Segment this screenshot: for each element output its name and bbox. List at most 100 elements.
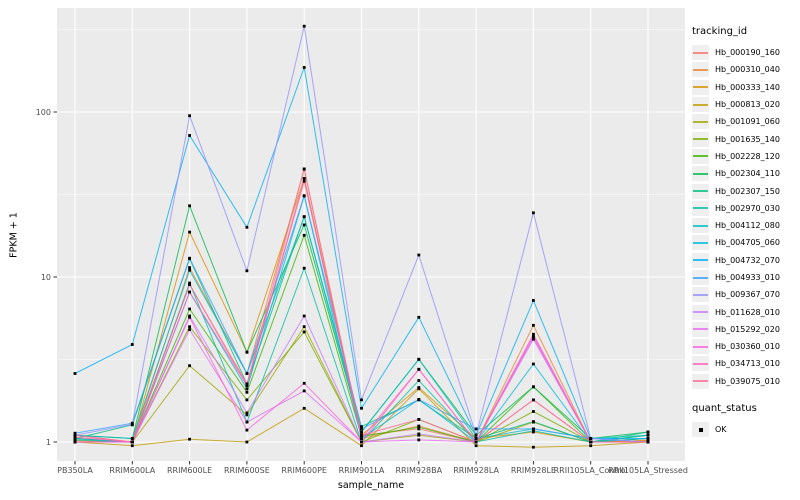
legend-item-Hb_002307_150: Hb_002307_150	[692, 182, 800, 199]
data-point	[417, 427, 421, 431]
data-point	[532, 299, 535, 302]
data-point	[188, 364, 191, 368]
legend-item-label: Hb_004933_010	[715, 273, 780, 282]
legend-item-label: Hb_011628_010	[715, 307, 780, 317]
data-point	[302, 24, 306, 28]
legend-key-box	[692, 114, 709, 130]
data-point	[532, 323, 535, 327]
legend-item-label: Hb_009367_070	[715, 290, 780, 300]
legend-key-box	[692, 235, 709, 251]
legend-line-swatch	[693, 293, 708, 296]
legend-line-swatch	[693, 138, 708, 141]
x-tick-label: RRIM600PE	[281, 466, 327, 475]
data-point	[417, 315, 421, 319]
legend-line-swatch	[693, 380, 708, 383]
data-point	[474, 444, 478, 448]
legend-item-Hb_011628_010: Hb_011628_010	[692, 303, 800, 320]
legend-item-Hb_000310_040: Hb_000310_040	[692, 61, 800, 78]
x-tick-label: RRII105LA_Stressed	[608, 466, 688, 475]
data-point	[188, 437, 191, 441]
data-point	[417, 387, 421, 391]
data-point	[646, 440, 650, 444]
x-tick-label: RRIM600LA	[109, 466, 155, 475]
legend-line-swatch	[693, 276, 708, 279]
legend-item-Hb_030360_010: Hb_030360_010	[692, 338, 800, 355]
legend-item-label: Hb_000190_160	[715, 48, 780, 58]
legend-item-label: Hb_015292_020	[715, 324, 780, 334]
data-point	[130, 444, 134, 448]
legend-key-box	[692, 148, 709, 164]
data-point	[417, 432, 421, 436]
legend-item-label: Hb_002307_150	[715, 186, 780, 196]
data-point	[245, 428, 249, 432]
legend-key-box	[692, 79, 709, 95]
data-point	[302, 381, 306, 385]
data-point	[73, 431, 77, 435]
data-point	[188, 315, 191, 319]
data-point	[188, 204, 191, 208]
x-tick-label: RRIM901LA	[339, 466, 385, 475]
legend-shape-section: quant_status OK	[692, 403, 800, 438]
data-point	[417, 367, 421, 371]
legend-item-label: Hb_002228_120	[715, 151, 780, 161]
legend-item-label: Hb_000813_020	[715, 100, 780, 110]
data-point	[302, 266, 306, 270]
data-point	[417, 253, 421, 257]
x-tick-label: RRIM928BA	[395, 466, 442, 475]
data-point	[245, 269, 249, 273]
data-point	[532, 211, 535, 215]
data-point	[360, 440, 363, 444]
data-point	[532, 410, 535, 413]
legend-line-swatch	[693, 103, 708, 106]
legend-line-swatch	[693, 241, 708, 244]
data-point	[474, 440, 478, 444]
plot-panel	[57, 8, 685, 461]
legend-item-label: Hb_030360_010	[715, 342, 780, 352]
data-point	[302, 215, 306, 219]
data-point	[589, 440, 593, 444]
legend-line-swatch	[693, 68, 708, 71]
legend-key-box	[692, 218, 709, 234]
data-point	[532, 332, 535, 336]
x-tick-label: PB350LA	[57, 466, 93, 475]
legend-item-Hb_002228_120: Hb_002228_120	[692, 148, 800, 165]
data-point	[188, 290, 191, 294]
legend-item-ok: OK	[692, 421, 800, 438]
data-point	[188, 268, 191, 272]
data-point	[130, 437, 134, 440]
legend-key-box	[692, 422, 709, 438]
data-point	[188, 281, 191, 285]
legend-item-label: OK	[715, 425, 727, 435]
data-point	[245, 372, 249, 375]
data-point	[245, 413, 249, 417]
data-point	[188, 328, 191, 331]
data-point	[589, 444, 593, 448]
legend-item-Hb_000813_020: Hb_000813_020	[692, 96, 800, 113]
axis-tick-labels: PB350LA RRIM600LA RRIM600LE RRIM600SE RRIM60…	[36, 108, 688, 475]
legend-line-swatch	[693, 259, 708, 262]
data-point	[474, 427, 478, 431]
data-point	[302, 314, 306, 318]
data-point	[474, 433, 478, 437]
data-point	[302, 325, 306, 329]
data-point	[73, 440, 77, 444]
data-point	[188, 114, 191, 118]
data-point	[360, 430, 363, 434]
data-point	[532, 362, 535, 366]
legend-line-swatch	[693, 224, 708, 227]
data-point	[245, 390, 249, 394]
data-point	[532, 337, 535, 341]
data-point	[73, 372, 77, 375]
data-point	[360, 427, 363, 431]
legend-key-box	[692, 45, 709, 61]
legend-line-swatch	[693, 190, 708, 193]
data-point	[245, 440, 249, 444]
legend-key-box	[692, 304, 709, 320]
legend-item-Hb_004732_070: Hb_004732_070	[692, 252, 800, 269]
x-tick-label: RRII105LA_Control	[554, 466, 628, 475]
square-point-icon	[698, 427, 703, 432]
data-point	[589, 437, 593, 440]
legend-line-swatch	[693, 172, 708, 175]
legend-item-Hb_000190_160: Hb_000190_160	[692, 44, 800, 61]
